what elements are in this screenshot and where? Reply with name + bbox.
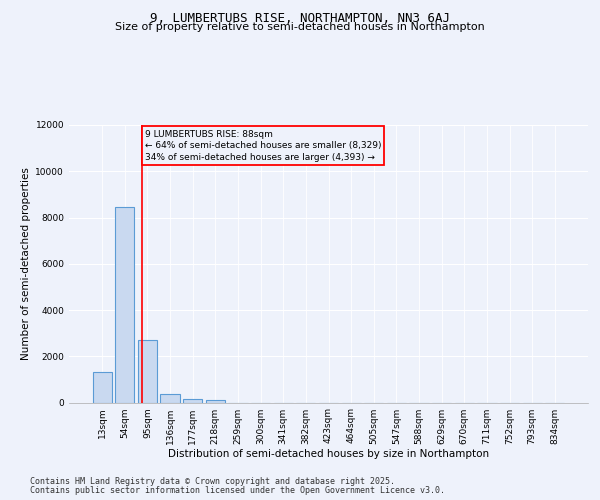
Text: Contains public sector information licensed under the Open Government Licence v3: Contains public sector information licen… — [30, 486, 445, 495]
Text: 9, LUMBERTUBS RISE, NORTHAMPTON, NN3 6AJ: 9, LUMBERTUBS RISE, NORTHAMPTON, NN3 6AJ — [150, 12, 450, 26]
Bar — [160, 394, 180, 402]
Text: Size of property relative to semi-detached houses in Northampton: Size of property relative to semi-detach… — [115, 22, 485, 32]
Bar — [183, 399, 202, 402]
Bar — [92, 372, 112, 402]
X-axis label: Distribution of semi-detached houses by size in Northampton: Distribution of semi-detached houses by … — [168, 450, 489, 460]
Bar — [115, 207, 134, 402]
Y-axis label: Number of semi-detached properties: Number of semi-detached properties — [21, 168, 31, 360]
Bar — [138, 340, 157, 402]
Text: Contains HM Land Registry data © Crown copyright and database right 2025.: Contains HM Land Registry data © Crown c… — [30, 477, 395, 486]
Bar — [206, 400, 225, 402]
Text: 9 LUMBERTUBS RISE: 88sqm
← 64% of semi-detached houses are smaller (8,329)
34% o: 9 LUMBERTUBS RISE: 88sqm ← 64% of semi-d… — [145, 130, 381, 162]
